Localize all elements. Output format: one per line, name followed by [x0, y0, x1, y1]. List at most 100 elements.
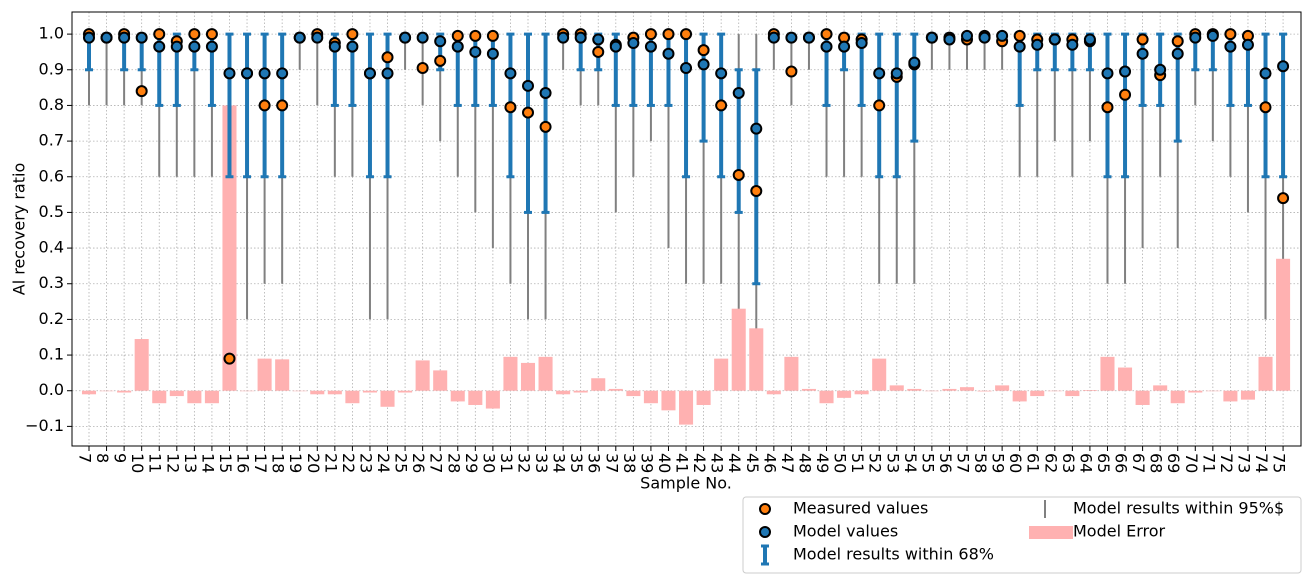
legend-marker	[759, 526, 771, 538]
x-tick-label: 32	[515, 453, 534, 473]
x-tick-label: 68	[1147, 453, 1166, 473]
point	[451, 29, 464, 42]
x-tick-label: 53	[883, 453, 902, 473]
x-tick-label: 7	[76, 453, 95, 463]
point	[680, 61, 693, 74]
point	[135, 31, 148, 44]
error-bar	[503, 356, 518, 391]
point	[644, 28, 657, 41]
point	[205, 28, 218, 41]
error-bar	[731, 308, 746, 391]
legend: Measured values Model values Model results…	[742, 496, 1302, 574]
legend-box	[742, 496, 1302, 574]
point	[1189, 31, 1202, 44]
x-tick-label: 71	[1199, 453, 1218, 473]
x-tick-label: 20	[304, 453, 323, 473]
point	[522, 79, 534, 92]
legend-label: Model results within 68%	[793, 545, 994, 564]
x-tick-label: 65	[1094, 453, 1113, 473]
point	[223, 67, 236, 80]
y-tick-label: 0.1	[39, 345, 64, 364]
x-tick-label: 52	[866, 453, 885, 473]
point	[188, 28, 201, 41]
point	[802, 31, 815, 44]
point	[276, 99, 289, 112]
x-tick-label: 59	[989, 453, 1008, 473]
error-bar	[99, 390, 114, 392]
error-bar	[520, 362, 536, 391]
point	[750, 185, 763, 198]
point	[961, 29, 973, 42]
legend-marker	[759, 503, 771, 515]
x-tick-label: 29	[462, 453, 481, 473]
x-tick-label: 28	[444, 453, 463, 473]
x-tick-label: 57	[954, 453, 973, 473]
error-bar	[1100, 356, 1115, 391]
error-bar	[889, 385, 904, 391]
point	[539, 120, 552, 133]
error-bar	[556, 390, 571, 395]
error-bar	[854, 390, 869, 395]
x-tick-label: 11	[146, 453, 165, 473]
point	[1101, 101, 1114, 114]
point	[1013, 40, 1026, 53]
point	[170, 40, 183, 53]
point	[838, 40, 851, 53]
y-tick-label: 0.8	[39, 95, 64, 114]
x-tick-label: 8	[93, 453, 112, 463]
error-bar	[749, 328, 764, 391]
point	[223, 352, 236, 365]
x-tick-label: 50	[831, 453, 850, 473]
x-tick-label: 24	[374, 453, 393, 473]
point	[996, 29, 1009, 42]
point	[767, 31, 780, 44]
legend-label: Model values	[793, 522, 898, 541]
point	[1277, 60, 1290, 73]
error-bar	[117, 390, 132, 393]
point	[1277, 192, 1290, 205]
error-bar	[327, 390, 342, 395]
error-bar	[1276, 258, 1291, 391]
point	[1066, 38, 1079, 51]
error-bar	[801, 388, 816, 391]
error-bar	[345, 390, 360, 404]
y-tick-label: 0.9	[39, 59, 64, 78]
point	[697, 44, 710, 57]
error-bar	[1030, 390, 1045, 397]
x-tick-label: 41	[673, 453, 692, 473]
point	[1013, 29, 1026, 42]
x-tick-label: 64	[1076, 453, 1095, 473]
x-tick-label: 62	[1041, 453, 1060, 473]
legend-label: Measured values	[793, 499, 928, 518]
x-tick-label: 70	[1182, 453, 1201, 473]
error-bar	[959, 387, 975, 391]
x-tick-label: 14	[198, 453, 217, 473]
error-bar	[204, 390, 219, 404]
x-tick-label: 66	[1112, 453, 1131, 473]
point	[539, 86, 552, 99]
error-bar	[1153, 385, 1168, 391]
point	[557, 31, 570, 44]
error-bar	[450, 390, 465, 402]
error-bar	[152, 390, 167, 404]
point	[715, 99, 728, 112]
error-bar	[380, 390, 395, 407]
error-bar	[924, 390, 939, 392]
point	[381, 67, 394, 80]
x-axis-label: Sample No.	[640, 474, 732, 493]
legend-label: Model Error	[1073, 522, 1166, 541]
error-bar	[292, 390, 307, 392]
error-bar	[1188, 390, 1203, 393]
x-tick-label: 46	[760, 453, 779, 473]
error-bar	[485, 390, 500, 409]
point	[118, 31, 131, 44]
x-tick-label: 63	[1059, 453, 1078, 473]
point	[1031, 38, 1044, 51]
point	[855, 37, 868, 50]
x-tick-label: 19	[286, 453, 305, 473]
x-tick-label: 23	[356, 453, 375, 473]
error-bar	[977, 390, 992, 392]
x-tick-label: 44	[725, 453, 744, 473]
point	[1119, 65, 1132, 78]
